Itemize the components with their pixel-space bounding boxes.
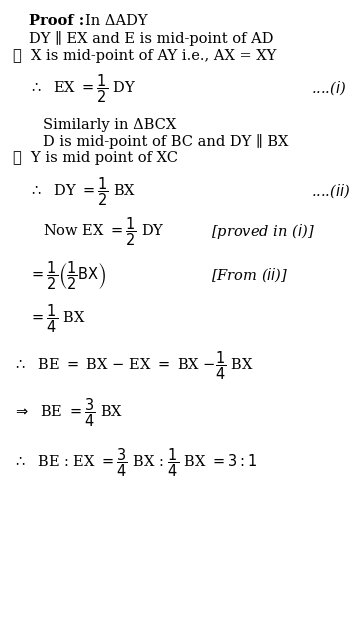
- Text: $\therefore$  BE $=$ BX $-$ EX $=$ BX $-\dfrac{1}{4}$ BX: $\therefore$ BE $=$ BX $-$ EX $=$ BX $-\…: [13, 350, 253, 382]
- Text: ∴  X is mid-point of AY i.e., AX = XY: ∴ X is mid-point of AY i.e., AX = XY: [13, 49, 276, 63]
- Text: Now EX $=\dfrac{1}{2}$ DY: Now EX $=\dfrac{1}{2}$ DY: [43, 216, 165, 248]
- Text: $=\dfrac{1}{4}$ BX: $=\dfrac{1}{4}$ BX: [29, 303, 86, 335]
- Text: $\Rightarrow$  BE $=\dfrac{3}{4}$ BX: $\Rightarrow$ BE $=\dfrac{3}{4}$ BX: [13, 396, 123, 429]
- Text: ....($i$): ....($i$): [311, 80, 347, 97]
- Text: ....($ii$): ....($ii$): [311, 183, 351, 200]
- Text: [From ($ii$)]: [From ($ii$)]: [211, 267, 288, 284]
- Text: D is mid-point of BC and DY ∥ BX: D is mid-point of BC and DY ∥ BX: [43, 134, 289, 149]
- Text: Similarly in ΔBCX: Similarly in ΔBCX: [43, 118, 176, 131]
- Text: $\therefore$  DY $=\dfrac{1}{2}$ BX: $\therefore$ DY $=\dfrac{1}{2}$ BX: [29, 175, 136, 207]
- Text: [proved in ($i$)]: [proved in ($i$)]: [211, 222, 314, 241]
- Text: ∴  Y is mid point of XC: ∴ Y is mid point of XC: [13, 151, 177, 165]
- Text: In ΔADY: In ΔADY: [85, 14, 147, 28]
- Text: DY ∥ EX and E is mid-point of AD: DY ∥ EX and E is mid-point of AD: [29, 31, 273, 46]
- Text: Proof :: Proof :: [29, 14, 89, 28]
- Text: $\therefore$  BE : EX $=\dfrac{3}{4}$ BX : $\dfrac{1}{4}$ BX $= 3 : 1$: $\therefore$ BE : EX $=\dfrac{3}{4}$ BX …: [13, 446, 257, 478]
- Text: $=\dfrac{1}{2}\left(\dfrac{1}{2}\mathrm{BX}\right)$: $=\dfrac{1}{2}\left(\dfrac{1}{2}\mathrm{…: [29, 259, 107, 292]
- Text: $\therefore$  EX $=\dfrac{1}{2}$ DY: $\therefore$ EX $=\dfrac{1}{2}$ DY: [29, 72, 136, 105]
